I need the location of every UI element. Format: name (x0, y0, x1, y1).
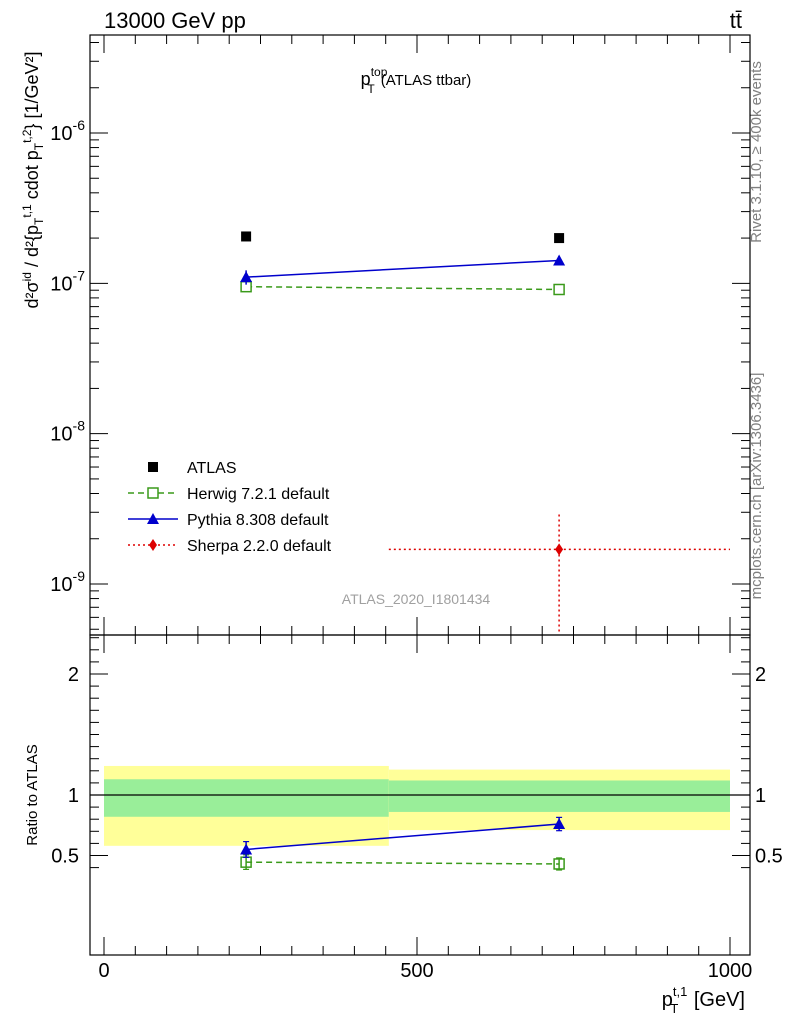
main-axis-ticks: 10-910-810-710-6 (50, 35, 750, 635)
ratio-ylabel: Ratio to ATLAS (24, 744, 41, 845)
tick-exp: -8 (73, 418, 86, 434)
ratio-y-tick-label: 2 (755, 664, 766, 686)
ratio-y-tick-label: 2 (68, 664, 79, 686)
x-tick-label: 0 (98, 960, 109, 982)
tick-base: 10 (50, 123, 72, 145)
process-label: tt̄ (730, 8, 742, 33)
ratio-line (246, 823, 560, 851)
rivet-label: Rivet 3.1.10, ≥ 400k events (748, 61, 765, 243)
svg-text:d²σid / d²{pTt,1 cdot pTt,2} [: d²σid / d²{pTt,1 cdot pTt,2} [1/GeV²] (20, 52, 46, 309)
tick-exp: -9 (73, 568, 86, 584)
plot-title: ptop T (ATLAS ttbar) (361, 65, 472, 96)
tick-base: 10 (50, 424, 72, 446)
legend-marker (147, 487, 159, 499)
legend-label: ATLAS (187, 460, 237, 477)
main-ylabel: d²σid / d²{pTt,1 cdot pTt,2} [1/GeV²] (20, 52, 46, 309)
ratio-y-tick-label: 1 (755, 785, 766, 807)
stat-uncertainty-band (388, 780, 730, 812)
analysis-tag: ATLAS_2020_I1801434 (342, 591, 491, 607)
y-tick-label: 10-9 (50, 568, 85, 596)
ratio-y-tick-label: 1 (68, 785, 79, 807)
herwig-ratio-point (553, 858, 565, 870)
atlas-point (241, 231, 252, 242)
x-tick-label: 500 (400, 960, 433, 982)
y-tick-label: 10-8 (50, 418, 85, 446)
pythia-ratio-point (553, 818, 566, 830)
ratio-line (246, 861, 560, 865)
sherpa-point (555, 543, 564, 556)
energy-label: 13000 GeV pp (104, 8, 246, 33)
tick-exp: -6 (73, 117, 86, 133)
mcplots-label: mcplots.cern.ch [arXiv:1306.3436] (748, 373, 765, 600)
pythia-point (553, 254, 566, 266)
ratio-axis-ticks: 0.5 0.5 1 1 2 2 0 500 1000 (51, 635, 783, 982)
herwig-point (553, 283, 565, 296)
y-tick-label: 10-7 (50, 267, 85, 295)
legend: ATLAS Herwig 7.2.1 default Pythia 8.308 de… (128, 460, 332, 555)
pythia-ratio-point (240, 843, 253, 855)
stat-uncertainty-band (104, 779, 389, 817)
tick-base: 10 (50, 273, 72, 295)
tick-exp: -7 (73, 267, 86, 283)
series-line (246, 285, 560, 291)
legend-label: Herwig 7.2.1 default (187, 486, 330, 503)
y-tick-label: 10-6 (50, 117, 85, 145)
legend-label: Pythia 8.308 default (187, 512, 329, 529)
atlas-point (554, 233, 565, 244)
main-data-layer (240, 231, 730, 635)
legend-label: Sherpa 2.2.0 default (187, 538, 332, 555)
ratio-y-tick-label: 0.5 (755, 846, 783, 868)
ratio-panel: 0.5 0.5 1 1 2 2 0 500 1000 Ratio to ATLAS pt,1 T … (24, 634, 783, 1016)
tick-base: 10 (50, 574, 72, 596)
series-line (246, 259, 560, 278)
x-axis-label: pt,1 T [GeV] (662, 984, 745, 1016)
ratio-bands (90, 765, 750, 846)
pythia-point (240, 271, 253, 283)
ratio-data-layer (240, 816, 566, 871)
legend-marker (147, 513, 159, 524)
legend-marker (148, 462, 158, 472)
ratio-y-tick-label: 0.5 (51, 846, 79, 868)
legend-marker (149, 539, 157, 551)
x-tick-label: 1000 (708, 960, 753, 982)
